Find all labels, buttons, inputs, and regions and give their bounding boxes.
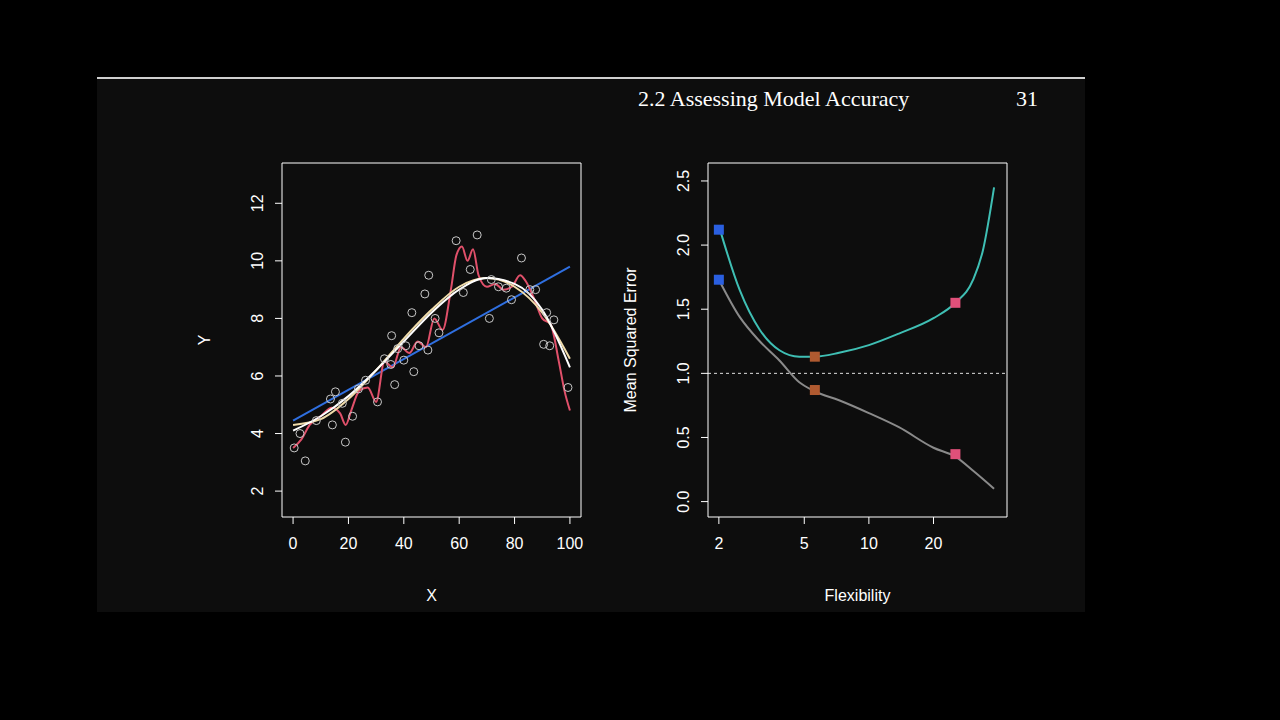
svg-text:2.0: 2.0 [675, 234, 692, 256]
svg-text:5: 5 [800, 535, 809, 552]
svg-text:1.5: 1.5 [675, 298, 692, 320]
svg-text:10: 10 [860, 535, 878, 552]
svg-text:10: 10 [249, 252, 266, 270]
svg-text:20: 20 [340, 535, 358, 552]
svg-text:4: 4 [249, 429, 266, 438]
svg-text:40: 40 [395, 535, 413, 552]
svg-text:8: 8 [249, 314, 266, 323]
html-text:31: 31 [1016, 86, 1038, 111]
html-text:2.2 Assessing Model Accuracy: 2.2 Assessing Model Accuracy [638, 86, 910, 111]
svg-text:100: 100 [557, 535, 584, 552]
svg-text:0: 0 [289, 535, 298, 552]
svg-text:80: 80 [506, 535, 524, 552]
svg-text:6: 6 [249, 371, 266, 380]
svg-text:X: X [426, 587, 437, 604]
svg-text:Y: Y [196, 334, 213, 345]
svg-text:2.5: 2.5 [675, 170, 692, 192]
svg-text:60: 60 [450, 535, 468, 552]
svg-text:2: 2 [249, 487, 266, 496]
svg-text:20: 20 [925, 535, 943, 552]
svg-text:1.0: 1.0 [675, 362, 692, 384]
svg-text:2: 2 [714, 535, 723, 552]
svg-text:0.5: 0.5 [675, 426, 692, 448]
svg-text:12: 12 [249, 194, 266, 212]
svg-text:Mean Squared Error: Mean Squared Error [622, 267, 639, 413]
svg-text:Flexibility: Flexibility [825, 587, 891, 604]
svg-text:0.0: 0.0 [675, 490, 692, 512]
